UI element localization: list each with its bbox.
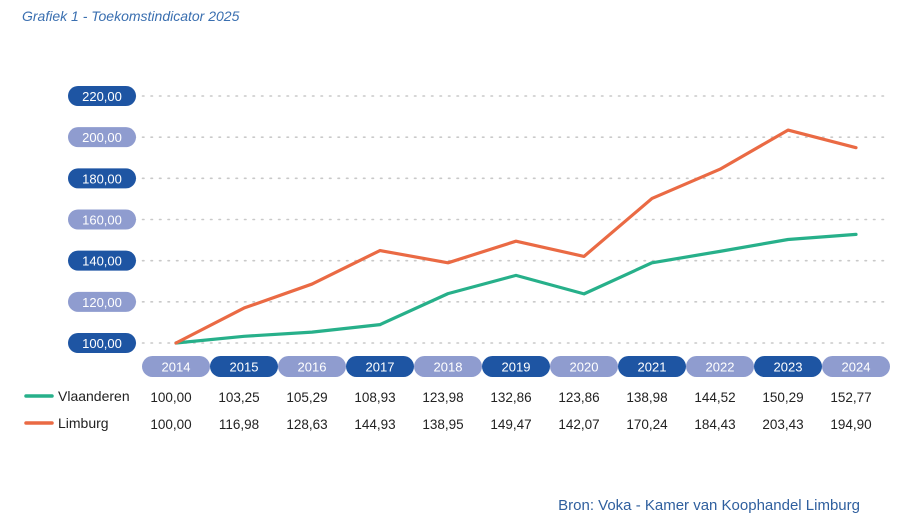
y-tick-label: 220,00 bbox=[82, 89, 122, 104]
x-tick-pill bbox=[550, 356, 618, 377]
x-tick-label: 2020 bbox=[570, 360, 599, 375]
x-tick-pill bbox=[686, 356, 754, 377]
y-tick-label: 120,00 bbox=[82, 295, 122, 310]
x-tick-pill bbox=[278, 356, 346, 377]
legend-label-limburg: Limburg bbox=[58, 415, 109, 431]
y-tick-label: 140,00 bbox=[82, 254, 122, 269]
series-lines bbox=[174, 128, 858, 345]
y-tick-label: 200,00 bbox=[82, 130, 122, 145]
x-tick-pill bbox=[414, 356, 482, 377]
y-tick-pill bbox=[68, 127, 136, 148]
y-axis-labels: 220,00 200,00 180,00 160,00 140,00 120,00 100,… bbox=[68, 86, 136, 353]
y-tick-label: 180,00 bbox=[82, 171, 122, 186]
x-axis-labels: 2014 2015 2016 2017 2018 2019 2020 2021 2022 2023… bbox=[142, 356, 890, 377]
x-tick-label: 2018 bbox=[434, 360, 463, 375]
x-tick-label: 2024 bbox=[842, 360, 871, 375]
table-cell: 138,98 bbox=[626, 390, 667, 405]
table-cell: 116,98 bbox=[219, 417, 259, 432]
x-tick-pill bbox=[822, 356, 890, 377]
y-tick-label: 100,00 bbox=[82, 336, 122, 351]
table-cell: 103,25 bbox=[218, 390, 259, 405]
grid-lines bbox=[133, 95, 891, 344]
x-tick-pill bbox=[482, 356, 550, 377]
table-cell: 123,86 bbox=[558, 390, 599, 405]
table-cell: 184,43 bbox=[694, 417, 735, 432]
x-tick-pill bbox=[210, 356, 278, 377]
table-cell: 149,47 bbox=[490, 417, 531, 432]
table-cell: 105,29 bbox=[286, 390, 327, 405]
table-cell: 128,63 bbox=[286, 417, 327, 432]
table-cell: 152,77 bbox=[830, 390, 871, 405]
x-tick-pill bbox=[346, 356, 414, 377]
table-cell: 203,43 bbox=[762, 417, 803, 432]
table-cell: 170,24 bbox=[626, 417, 668, 432]
x-tick-pill bbox=[142, 356, 210, 377]
table-cell: 100,00 bbox=[150, 390, 191, 405]
table-cell: 138,95 bbox=[422, 417, 463, 432]
table-cell: 123,98 bbox=[422, 390, 463, 405]
x-tick-pill bbox=[618, 356, 686, 377]
chart-title: Grafiek 1 - Toekomstindicator 2025 bbox=[22, 8, 240, 24]
x-tick-label: 2023 bbox=[774, 360, 803, 375]
x-tick-label: 2014 bbox=[162, 360, 191, 375]
y-tick-pill bbox=[68, 333, 136, 353]
series-line-limburg bbox=[174, 128, 858, 345]
x-tick-pill bbox=[754, 356, 822, 377]
x-tick-label: 2017 bbox=[366, 360, 395, 375]
y-tick-pill bbox=[68, 209, 136, 230]
table-cell: 108,93 bbox=[354, 390, 395, 405]
y-tick-pill bbox=[68, 250, 136, 271]
table-cell: 142,07 bbox=[558, 417, 599, 432]
table-cell: 100,00 bbox=[150, 417, 191, 432]
y-tick-label: 160,00 bbox=[82, 213, 122, 228]
x-tick-label: 2022 bbox=[706, 360, 735, 375]
x-tick-label: 2021 bbox=[638, 360, 667, 375]
x-tick-label: 2019 bbox=[502, 360, 531, 375]
table-cell: 150,29 bbox=[762, 390, 803, 405]
source-note: Bron: Voka - Kamer van Koophandel Limbur… bbox=[558, 497, 860, 514]
y-tick-pill bbox=[68, 291, 136, 312]
table-cell: 132,86 bbox=[490, 390, 531, 405]
table-cell: 144,93 bbox=[354, 417, 395, 432]
data-table: Vlaanderen 100,00 103,25 105,29 108,93 123,98… bbox=[24, 388, 872, 432]
y-tick-pill bbox=[68, 168, 136, 189]
y-tick-pill bbox=[68, 86, 136, 106]
table-cell: 194,90 bbox=[830, 417, 871, 432]
x-tick-label: 2016 bbox=[298, 360, 327, 375]
series-line-vlaanderen bbox=[174, 232, 858, 345]
table-cell: 144,52 bbox=[694, 390, 735, 405]
x-tick-label: 2015 bbox=[230, 360, 259, 375]
legend-label-vlaanderen: Vlaanderen bbox=[58, 388, 130, 404]
